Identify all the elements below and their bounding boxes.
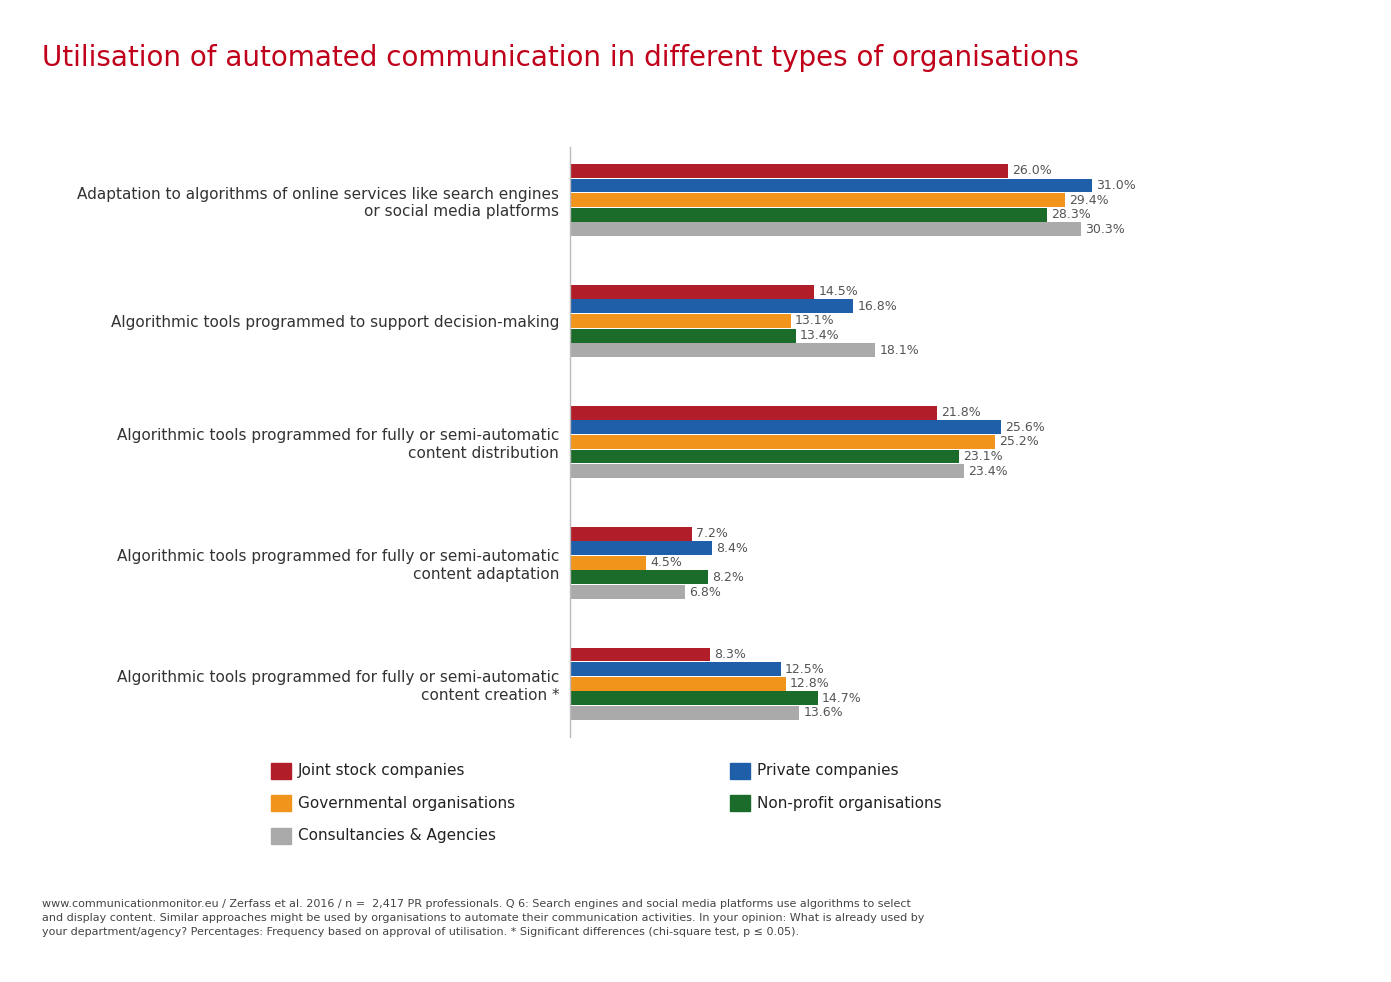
Text: 8.2%: 8.2% bbox=[712, 571, 744, 584]
Bar bbox=[570, 450, 960, 464]
Text: 12.5%: 12.5% bbox=[785, 663, 825, 676]
Text: 23.4%: 23.4% bbox=[968, 464, 1008, 477]
Text: www.communicationmonitor.eu / Zerfass et al. 2016 / n =  2,417 PR professionals.: www.communicationmonitor.eu / Zerfass et… bbox=[42, 899, 924, 938]
Text: 8.3%: 8.3% bbox=[715, 648, 746, 661]
Text: 4.5%: 4.5% bbox=[651, 557, 682, 570]
Bar bbox=[570, 329, 796, 343]
Text: Governmental organisations: Governmental organisations bbox=[298, 795, 515, 811]
Text: 13.6%: 13.6% bbox=[804, 706, 843, 720]
Text: 25.6%: 25.6% bbox=[1006, 421, 1045, 434]
Bar bbox=[570, 541, 712, 555]
Bar bbox=[570, 300, 853, 313]
Bar bbox=[570, 164, 1008, 178]
Text: Joint stock companies: Joint stock companies bbox=[298, 763, 465, 779]
Bar bbox=[570, 526, 691, 540]
Text: Consultancies & Agencies: Consultancies & Agencies bbox=[298, 828, 495, 844]
Text: 14.5%: 14.5% bbox=[819, 286, 858, 299]
Bar bbox=[570, 556, 645, 570]
Bar bbox=[570, 464, 964, 478]
Text: 8.4%: 8.4% bbox=[716, 542, 748, 555]
Text: 21.8%: 21.8% bbox=[942, 407, 981, 419]
Text: 23.1%: 23.1% bbox=[964, 450, 1003, 463]
Bar bbox=[570, 662, 780, 676]
Text: 18.1%: 18.1% bbox=[879, 344, 919, 356]
Text: Utilisation of automated communication in different types of organisations: Utilisation of automated communication i… bbox=[42, 44, 1079, 73]
Text: 26.0%: 26.0% bbox=[1013, 164, 1052, 178]
Text: Non-profit organisations: Non-profit organisations bbox=[757, 795, 942, 811]
Bar bbox=[570, 193, 1066, 207]
Bar bbox=[570, 314, 791, 328]
Bar bbox=[570, 706, 800, 720]
Text: 6.8%: 6.8% bbox=[689, 585, 721, 598]
Text: 25.2%: 25.2% bbox=[999, 435, 1039, 449]
Text: 16.8%: 16.8% bbox=[857, 300, 897, 313]
Bar bbox=[570, 677, 786, 690]
Bar bbox=[570, 179, 1092, 192]
Text: 13.4%: 13.4% bbox=[800, 329, 840, 342]
Bar bbox=[570, 420, 1002, 434]
Bar bbox=[570, 571, 708, 584]
Text: Private companies: Private companies bbox=[757, 763, 899, 779]
Bar bbox=[570, 344, 875, 357]
Bar bbox=[570, 435, 995, 449]
Text: 14.7%: 14.7% bbox=[822, 692, 862, 705]
Text: 7.2%: 7.2% bbox=[696, 527, 727, 540]
Text: 28.3%: 28.3% bbox=[1052, 208, 1091, 221]
Bar bbox=[570, 647, 709, 662]
Bar bbox=[570, 585, 684, 599]
Bar bbox=[570, 222, 1081, 237]
Text: 31.0%: 31.0% bbox=[1096, 179, 1136, 191]
Bar bbox=[570, 406, 938, 419]
Text: 38: 38 bbox=[1321, 926, 1360, 955]
Text: 13.1%: 13.1% bbox=[796, 314, 835, 327]
Bar bbox=[570, 285, 815, 299]
Bar bbox=[570, 208, 1047, 222]
Text: 29.4%: 29.4% bbox=[1070, 193, 1109, 206]
Text: 30.3%: 30.3% bbox=[1085, 223, 1124, 236]
Text: 12.8%: 12.8% bbox=[790, 678, 830, 690]
Bar bbox=[570, 691, 818, 705]
